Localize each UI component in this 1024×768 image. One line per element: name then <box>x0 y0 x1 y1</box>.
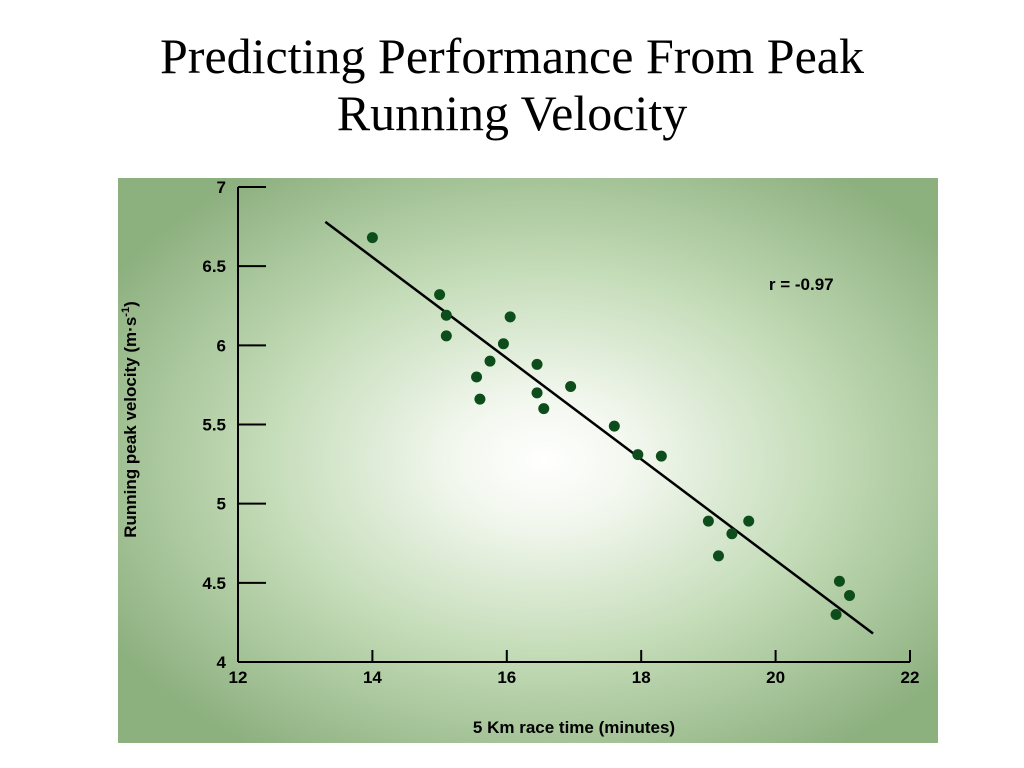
data-point <box>440 309 452 321</box>
plot-background <box>118 178 938 743</box>
x-tick-label: 16 <box>497 668 516 687</box>
y-tick-label: 5.5 <box>202 416 226 435</box>
data-point <box>608 420 620 432</box>
y-axis-title-close: ) <box>121 301 140 307</box>
y-tick-label: 6.5 <box>202 257 226 276</box>
data-point <box>743 515 755 527</box>
data-point <box>497 338 509 350</box>
y-axis-title: Running peak velocity (m·s-1) <box>120 301 140 538</box>
data-point <box>833 575 845 587</box>
data-point <box>471 371 483 383</box>
data-point <box>531 358 543 370</box>
y-tick-label: 7 <box>217 178 226 197</box>
data-point <box>474 393 486 405</box>
data-point <box>830 609 842 620</box>
data-point <box>538 403 550 415</box>
data-point <box>655 450 667 462</box>
slide-title: Predicting Performance From Peak Running… <box>0 28 1024 142</box>
y-tick-label: 4.5 <box>202 574 226 593</box>
x-axis-title: 5 Km race time (minutes) <box>473 718 675 737</box>
x-tick-label: 22 <box>901 668 920 687</box>
y-axis-title-main: Running peak velocity (m·s <box>121 317 140 538</box>
x-tick-label: 20 <box>766 668 785 687</box>
x-tick-label: 14 <box>363 668 382 687</box>
slide-title-line-1: Predicting Performance From Peak <box>160 28 864 84</box>
regression-line-group <box>324 220 874 635</box>
y-tick-label: 4 <box>217 653 227 672</box>
x-tick-label: 12 <box>229 668 248 687</box>
data-point <box>440 330 452 342</box>
data-point <box>484 355 496 367</box>
data-point <box>632 449 644 461</box>
y-axis-title-superscript: -1 <box>120 307 132 317</box>
data-point <box>844 590 856 601</box>
data-point <box>504 311 516 323</box>
y-tick-label: 5 <box>217 495 226 514</box>
data-point <box>531 387 543 399</box>
data-point <box>366 232 378 244</box>
x-tick-label: 18 <box>632 668 651 687</box>
tick-labels: 4 4.5 5 5.5 6 6.5 7 12 14 16 18 20 22 <box>202 178 919 687</box>
data-points <box>366 232 856 620</box>
regression-line <box>324 220 874 635</box>
data-point <box>702 515 714 527</box>
data-point <box>434 289 446 301</box>
y-tick-label: 6 <box>217 336 226 355</box>
slide-title-line-2: Running Velocity <box>336 85 688 141</box>
data-point <box>565 381 577 392</box>
data-point <box>712 550 724 562</box>
correlation-annotation: r = -0.97 <box>769 275 834 294</box>
data-point <box>726 528 738 540</box>
